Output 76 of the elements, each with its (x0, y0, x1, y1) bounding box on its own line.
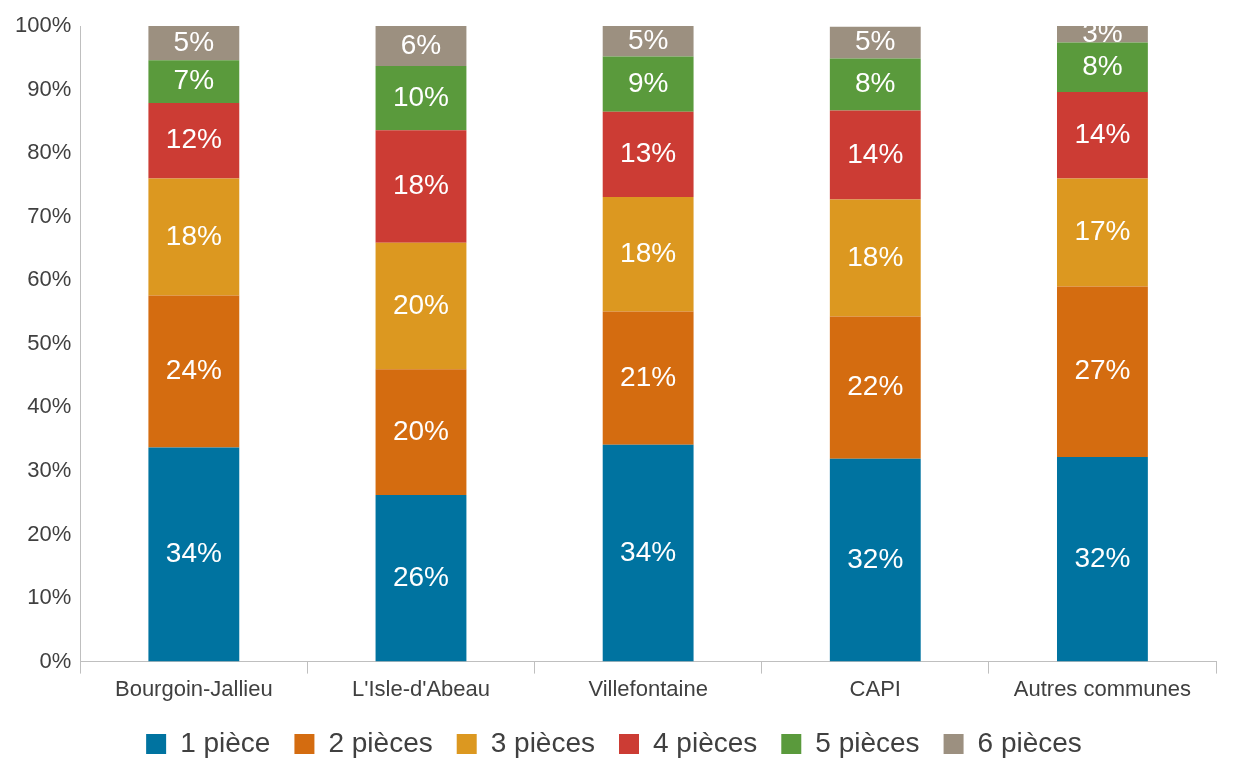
y-tick-label: 30% (27, 456, 72, 482)
bar (602, 111, 694, 197)
x-tick-label: Bourgoin-Jallieu (114, 675, 273, 701)
y-tick-label: 20% (27, 520, 72, 546)
bar (1057, 178, 1148, 287)
data-label: 18% (165, 219, 222, 251)
bar (829, 110, 921, 200)
legend-label: 4 pièces (653, 726, 758, 758)
data-label: 20% (392, 288, 450, 320)
data-label: 14% (847, 137, 904, 169)
data-label: 5% (627, 23, 669, 55)
data-label: 8% (855, 67, 896, 99)
y-tick-label: 90% (27, 75, 72, 101)
bar (1057, 286, 1148, 457)
legend-label: 1 pièce (180, 726, 271, 758)
data-label: 24% (165, 354, 222, 386)
bar (829, 458, 921, 662)
bar (375, 242, 467, 370)
x-tick-label: L'Isle-d'Abeau (351, 675, 491, 701)
data-label: 6% (400, 28, 442, 60)
legend-label: 3 pièces (490, 726, 596, 758)
bar (375, 369, 467, 496)
bar (602, 196, 694, 312)
bar (829, 58, 921, 111)
bar (829, 316, 921, 459)
y-tick-label: 40% (27, 393, 72, 419)
bar (602, 444, 694, 662)
x-tick-label: Autres communes (1013, 675, 1192, 701)
data-label: 18% (620, 236, 677, 268)
data-label: 22% (847, 370, 904, 402)
data-label: 7% (173, 64, 215, 96)
bar (375, 66, 467, 131)
data-label: 14% (1074, 118, 1131, 150)
data-label: 8% (1082, 50, 1123, 82)
legend-label: 5 pièces (815, 726, 920, 758)
bar (602, 311, 694, 445)
data-label: 18% (392, 169, 450, 201)
bar (375, 130, 467, 243)
data-label: 20% (392, 414, 450, 446)
data-label: 9% (627, 66, 669, 98)
y-tick-label: 70% (27, 202, 72, 228)
data-label: 17% (1074, 215, 1131, 247)
data-label: 27% (1074, 354, 1131, 386)
data-label: 21% (620, 360, 677, 392)
y-tick-label: 60% (27, 266, 72, 292)
bar (148, 60, 240, 103)
bar (1057, 42, 1148, 93)
bar (602, 56, 694, 112)
bar (1057, 456, 1148, 662)
x-tick-label: Villefontaine (588, 675, 708, 701)
y-tick-label: 50% (27, 329, 72, 355)
data-label: 32% (847, 542, 904, 574)
data-label: 10% (392, 80, 450, 112)
y-tick-label: 0% (39, 647, 72, 673)
data-label: 12% (165, 123, 222, 155)
bar (375, 495, 467, 662)
bar (1057, 92, 1148, 179)
data-label: 34% (620, 535, 677, 567)
bar (148, 295, 240, 448)
y-tick-label: 80% (27, 139, 72, 165)
data-label: 13% (620, 137, 677, 169)
y-tick-label: 10% (27, 584, 72, 610)
data-label: 18% (847, 240, 904, 272)
data-label: 5% (855, 25, 896, 57)
bar (148, 102, 240, 179)
data-label: 32% (1074, 541, 1131, 573)
legend-label: 6 pièces (977, 726, 1082, 758)
bar (148, 447, 240, 662)
data-label: 34% (165, 537, 222, 569)
legend-label: 2 pièces (328, 726, 433, 758)
bar (829, 199, 921, 317)
data-label: 26% (392, 561, 450, 593)
x-tick-label: CAPI (849, 675, 901, 701)
data-label: 5% (173, 25, 215, 57)
bar (148, 178, 240, 296)
y-tick-label: 100% (14, 12, 72, 38)
